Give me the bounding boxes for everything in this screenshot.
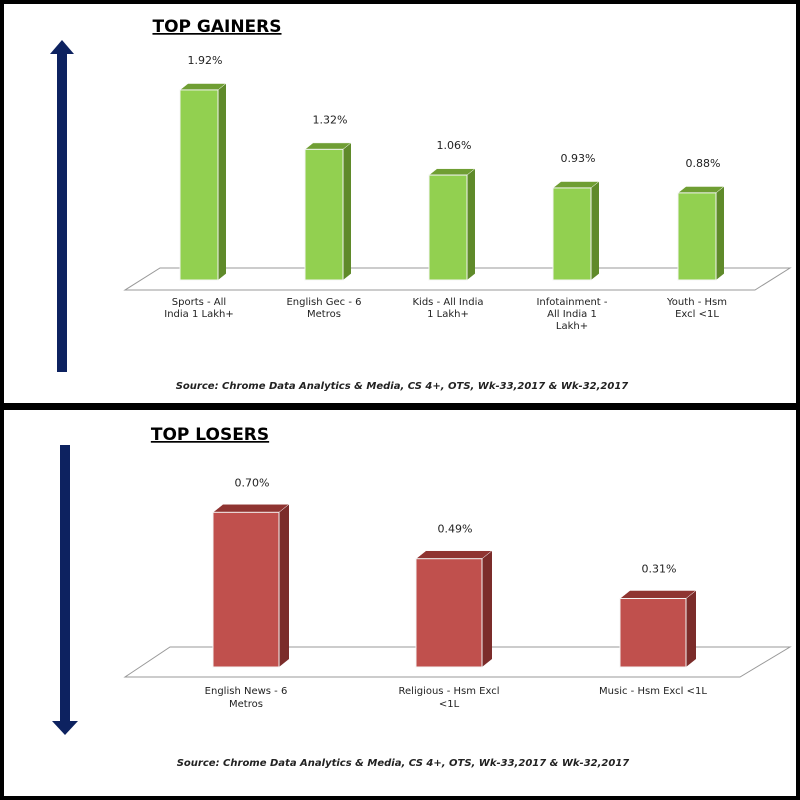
gainers-title: TOP GAINERS	[152, 17, 281, 37]
losers-source: Source: Chrome Data Analytics & Media, C…	[177, 758, 630, 769]
data-label: 0.70%	[235, 476, 270, 489]
up-arrow-head-icon	[50, 40, 74, 54]
category-label: <1L	[439, 699, 460, 710]
category-label: Music - Hsm Excl <1L	[599, 686, 707, 697]
bar-top	[677, 186, 725, 194]
losers-panel: TOP LOSERS Source: Chrome Data Analytics…	[52, 425, 792, 769]
gainers-source: Source: Chrome Data Analytics & Media, C…	[176, 381, 629, 392]
down-arrow-head-icon	[52, 721, 78, 735]
bar	[677, 192, 717, 281]
bar-side	[343, 142, 351, 280]
bar-top	[619, 590, 697, 599]
bar	[304, 148, 344, 281]
data-label: 0.93%	[561, 152, 596, 165]
bar-top	[552, 181, 600, 189]
bar-top	[415, 550, 493, 559]
data-label: 1.92%	[188, 54, 223, 67]
category-label: Infotainment -	[536, 297, 607, 308]
category-label: English Gec - 6	[286, 297, 361, 308]
losers-title: TOP LOSERS	[151, 425, 269, 445]
bar-side	[686, 590, 696, 667]
category-label: Youth - Hsm	[666, 297, 727, 308]
data-label: 0.31%	[642, 562, 677, 575]
bar-side	[279, 504, 289, 667]
category-label: Lakh+	[556, 321, 588, 332]
category-label: 1 Lakh+	[427, 309, 469, 320]
category-label: Metros	[307, 309, 341, 320]
bar	[428, 174, 468, 281]
category-label: Kids - All India	[413, 297, 484, 308]
bar	[212, 511, 280, 668]
bar-top	[212, 504, 290, 513]
category-label: Sports - All	[172, 297, 226, 308]
bar-side	[716, 186, 724, 280]
category-label: Metros	[229, 699, 263, 710]
category-label: Excl <1L	[675, 309, 719, 320]
bar-side	[467, 168, 475, 280]
bar	[179, 89, 219, 281]
gainers-panel: TOP GAINERS Source: Chrome Data Analytic…	[50, 17, 792, 392]
bar	[619, 597, 687, 668]
bar-top	[304, 142, 352, 150]
down-arrow-shaft	[60, 445, 70, 723]
bar-side	[482, 550, 492, 667]
bar-side	[218, 83, 226, 281]
bar-top	[428, 168, 476, 176]
bar	[552, 187, 592, 281]
bar-side	[591, 181, 599, 280]
data-label: 1.06%	[437, 139, 472, 152]
category-label: Religious - Hsm Excl	[399, 686, 500, 697]
data-label: 0.88%	[686, 157, 721, 170]
category-label: India 1 Lakh+	[164, 309, 233, 320]
category-label: All India 1	[547, 309, 597, 320]
bar-top	[179, 83, 227, 91]
bar	[415, 558, 483, 668]
data-label: 1.32%	[313, 113, 348, 126]
data-label: 0.49%	[438, 523, 473, 536]
up-arrow-shaft	[57, 52, 67, 372]
panel-divider	[0, 403, 800, 410]
category-label: English News - 6	[205, 686, 288, 697]
